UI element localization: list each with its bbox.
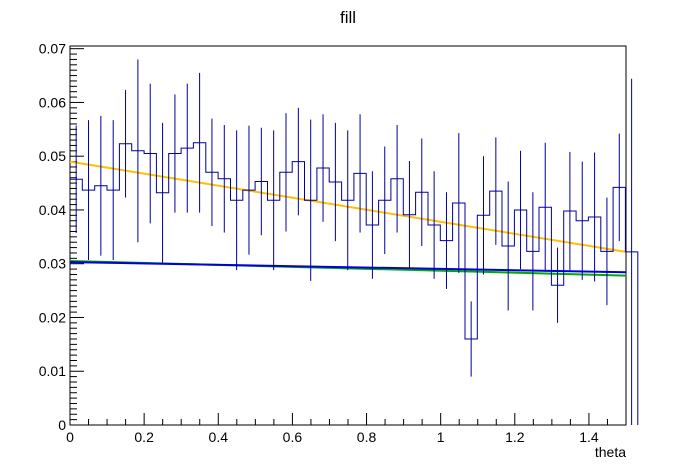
y-tick-label: 0.02	[39, 309, 66, 325]
x-tick-label: 0.4	[209, 429, 229, 445]
x-tick-label: 0.8	[357, 429, 377, 445]
y-tick-label: 0.05	[39, 148, 66, 164]
y-tick-label: 0.06	[39, 94, 66, 110]
x-tick-label: 1.2	[505, 429, 525, 445]
y-tick-label: 0	[58, 417, 66, 433]
y-tick-label: 0.07	[39, 41, 66, 57]
x-axis-title: theta	[595, 444, 626, 460]
x-tick-label: 0	[66, 429, 74, 445]
chart-title: fill	[340, 8, 356, 27]
x-tick-label: 0.6	[283, 429, 303, 445]
y-tick-label: 0.01	[39, 363, 66, 379]
x-tick-label: 1.4	[579, 429, 599, 445]
histogram-steps	[70, 142, 639, 425]
plot-area: 0 0.01 0.02 0.03 0.04 0.05 0.06 0.07 0 0.2 0.4 0.6 0…	[39, 41, 639, 445]
x-tick-label: 1	[437, 429, 445, 445]
y-tick-label: 0.03	[39, 256, 66, 272]
x-tick-label: 0.2	[134, 429, 154, 445]
y-tick-label: 0.04	[39, 202, 66, 218]
